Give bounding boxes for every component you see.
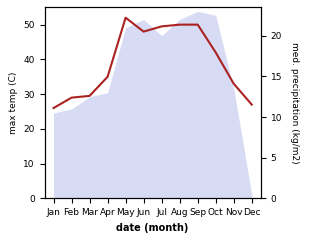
Y-axis label: med. precipitation (kg/m2): med. precipitation (kg/m2): [290, 42, 299, 164]
X-axis label: date (month): date (month): [116, 223, 189, 233]
Y-axis label: max temp (C): max temp (C): [9, 72, 18, 134]
